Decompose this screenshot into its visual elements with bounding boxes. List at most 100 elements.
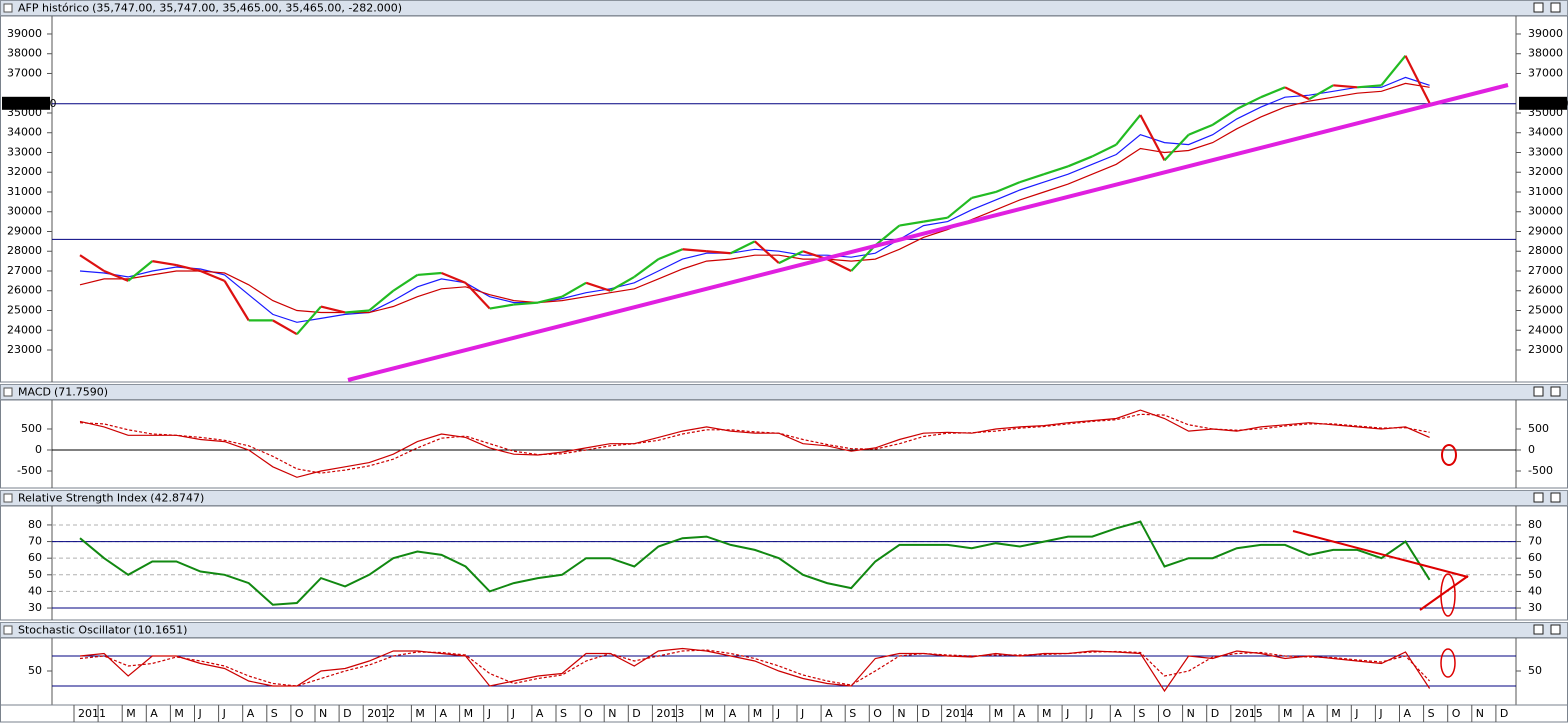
- y-tick-label: 25000: [7, 303, 42, 316]
- x-tick-label: 2012: [367, 707, 395, 720]
- price-segment: [995, 181, 1021, 194]
- series-line: [79, 520, 1431, 606]
- x-tick-label: N: [1187, 707, 1195, 720]
- y-tick-label: 23000: [1528, 343, 1563, 356]
- x-tick-label: M: [464, 707, 474, 720]
- price-segment: [730, 240, 756, 255]
- y-tick-label: 31000: [7, 185, 42, 198]
- level-label-box: [1519, 96, 1567, 110]
- price-segment: [850, 244, 877, 272]
- series-line: [79, 413, 1430, 474]
- pane-title-icon: [3, 493, 13, 503]
- y-tick-label: 30000: [1528, 205, 1563, 218]
- x-tick-label: J: [1378, 707, 1382, 720]
- price-segment: [706, 250, 731, 255]
- x-tick-label: J: [222, 707, 226, 720]
- price-segment: [417, 271, 442, 277]
- price-segment: [778, 250, 804, 265]
- x-tick-label: S: [849, 707, 856, 720]
- x-tick-label: M: [126, 707, 136, 720]
- x-tick-label: N: [897, 707, 905, 720]
- series-line: [79, 647, 1431, 693]
- level-label-box: [2, 96, 50, 110]
- price-segment: [176, 264, 201, 273]
- price-segment: [345, 309, 370, 314]
- pane-title-icon: [3, 387, 13, 397]
- pane-title-value: (35,747.00, 35,747.00, 35,465.00, 35,465…: [92, 2, 402, 15]
- y-tick-label: 50: [28, 664, 42, 677]
- level-label: 35465.00: [4, 97, 57, 110]
- y-tick-label: 38000: [1528, 47, 1563, 60]
- y-tick-label: 32000: [7, 165, 42, 178]
- restore-button: [1533, 624, 1544, 635]
- highlight-ellipse: [1441, 444, 1457, 466]
- x-tick-label: O: [1163, 707, 1172, 720]
- y-tick-label: 30000: [7, 205, 42, 218]
- maximize-button: [1550, 624, 1561, 635]
- series-line: [79, 409, 1430, 478]
- pane-title-value: (71.7590): [54, 386, 108, 399]
- x-tick-label: M: [1331, 707, 1341, 720]
- price-segment: [1380, 55, 1407, 87]
- x-tick-label: J: [198, 707, 202, 720]
- pane-title-value: (10.1651): [133, 624, 187, 637]
- pane-frame: [0, 505, 1568, 621]
- y-tick-label: 38000: [7, 47, 42, 60]
- x-tick-label: J: [511, 707, 515, 720]
- x-tick-label: S: [1138, 707, 1145, 720]
- restore-button: [1533, 386, 1544, 397]
- pane-title-bar: [0, 490, 1568, 506]
- y-tick-label: 33000: [7, 145, 42, 158]
- price-segment: [923, 216, 948, 223]
- price-segment: [1284, 86, 1310, 101]
- level-label: 35465.00: [1521, 97, 1568, 110]
- trendline: [347, 83, 1509, 382]
- price-segment: [1333, 84, 1358, 89]
- x-tick-label: A: [247, 707, 255, 720]
- maximize-button: [1550, 2, 1561, 13]
- y-tick-label: 26000: [1528, 284, 1563, 297]
- x-tick-label: A: [1018, 707, 1026, 720]
- price-segment: [1308, 84, 1334, 101]
- price-segment: [464, 282, 491, 310]
- y-tick-label: 500: [21, 422, 42, 435]
- price-segment: [633, 258, 660, 278]
- x-tick-label: D: [632, 707, 640, 720]
- pane-title-icon: [3, 3, 13, 13]
- pane-title-icon: [3, 625, 13, 635]
- price-segment: [561, 281, 587, 298]
- price-segment: [585, 281, 611, 292]
- y-tick-label: 24000: [7, 323, 42, 336]
- pane-frame: [0, 399, 1568, 489]
- maximize-button: [1550, 386, 1561, 397]
- x-tick-label: S: [1428, 707, 1435, 720]
- x-tick-label: J: [1089, 707, 1093, 720]
- x-tick-label: A: [825, 707, 833, 720]
- y-tick-label: 60: [1528, 551, 1542, 564]
- y-tick-label: 26000: [7, 284, 42, 297]
- y-tick-label: 500: [1528, 422, 1549, 435]
- y-tick-label: 29000: [1528, 224, 1563, 237]
- x-tick-label: 2011: [78, 707, 106, 720]
- pane-frame: [0, 15, 1568, 383]
- price-segment: [826, 258, 852, 272]
- x-tick-label: 2014: [946, 707, 974, 720]
- price-segment: [1163, 133, 1190, 162]
- price-segment: [392, 274, 419, 292]
- price-segment: [1067, 155, 1093, 168]
- series-line: [79, 649, 1431, 687]
- pane-title: Stochastic Oscillator: [18, 624, 131, 637]
- y-tick-label: 32000: [1528, 165, 1563, 178]
- y-tick-label: 70: [28, 535, 42, 548]
- annotations: [347, 83, 1509, 678]
- y-tick-label: 33000: [1528, 145, 1563, 158]
- rsi-trendline: [1292, 530, 1469, 578]
- restore-button: [1533, 492, 1544, 503]
- price-segment: [1043, 165, 1069, 176]
- y-tick-label: 40: [28, 584, 42, 597]
- y-tick-label: 70: [1528, 535, 1542, 548]
- y-tick-label: 80: [28, 518, 42, 531]
- x-tick-label: D: [1500, 707, 1508, 720]
- x-tick-label: A: [1307, 707, 1315, 720]
